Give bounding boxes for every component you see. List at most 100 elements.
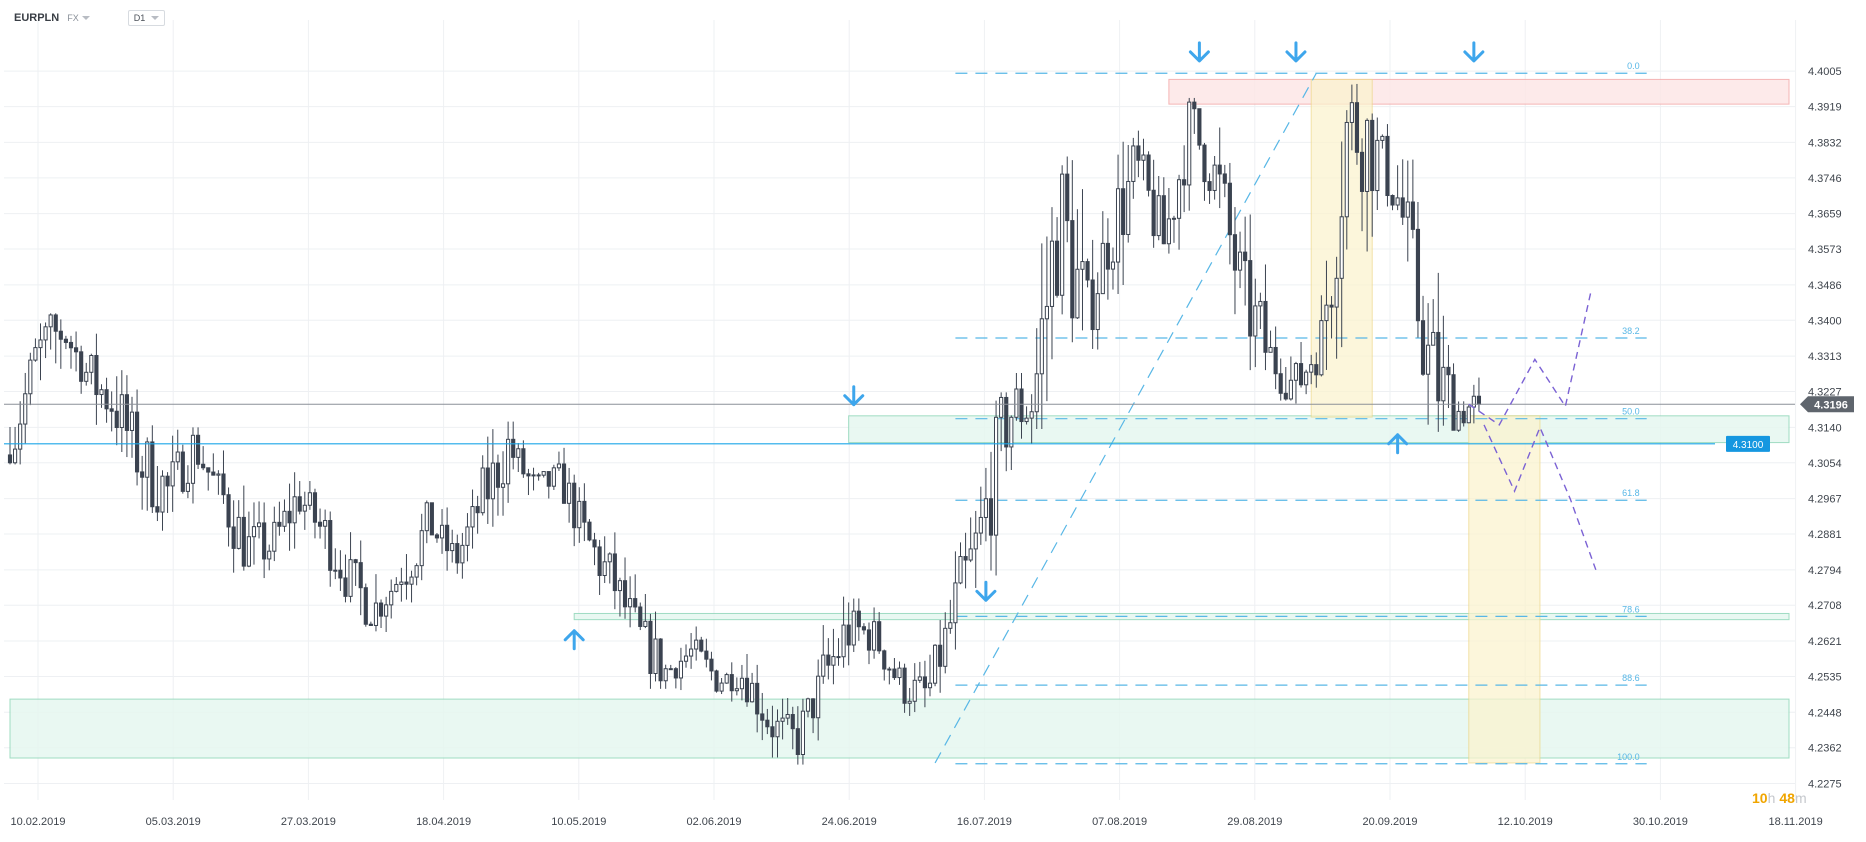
candle-body: [714, 670, 719, 692]
candle-body: [140, 471, 145, 478]
candle-body: [79, 351, 84, 382]
candle-body: [866, 629, 872, 651]
candle-body: [1395, 197, 1400, 206]
candle-body: [500, 483, 506, 488]
time-tick-label: 16.07.2019: [957, 816, 1012, 828]
fibonacci-levels: 0.0 38.2 50.0 61.8 78.6 88.6 100.0: [955, 61, 1647, 765]
candle-body: [724, 674, 729, 684]
candle-body: [1115, 188, 1121, 263]
arrow-up-stroke: [563, 629, 585, 651]
candle-body: [409, 576, 414, 585]
price-axis: 4.2275 4.2362 4.2448 4.2535 4.2621 4.2708 4.27…: [1800, 66, 1854, 791]
candle-body: [1456, 410, 1461, 431]
candle-body: [790, 714, 795, 730]
candle-body: [419, 530, 424, 567]
candle-body: [1227, 182, 1232, 236]
current-price-badge: [1800, 396, 1854, 413]
candle-body: [348, 559, 353, 597]
candle-body: [958, 556, 963, 584]
trendline-layer: [934, 72, 1317, 764]
market-label: FX: [67, 13, 79, 23]
candle-body: [953, 582, 958, 624]
candle-body: [1171, 217, 1177, 220]
candle-body: [328, 520, 333, 571]
candle-body: [1121, 188, 1126, 235]
candle-body: [739, 677, 745, 690]
candle-body: [368, 623, 373, 626]
candle-body: [358, 562, 363, 589]
candle-body: [1268, 346, 1273, 353]
candle-body: [1004, 396, 1009, 448]
time-axis: 10.02.2019 05.03.2019 27.03.2019 18.04.2019…: [10, 816, 1822, 828]
price-tick-label: 4.3227: [1808, 387, 1842, 399]
candle-body: [68, 341, 74, 349]
candle-body: [7, 454, 13, 464]
candle-body: [262, 522, 267, 560]
price-tick-label: 4.2535: [1808, 671, 1842, 683]
candle-body: [699, 639, 704, 652]
candle-body: [1375, 139, 1380, 192]
candle-body: [592, 539, 597, 548]
price-level-lines: 4.3100: [4, 403, 1795, 452]
candle-body: [317, 521, 323, 527]
candle-body: [1049, 240, 1055, 307]
candle-body: [948, 622, 953, 629]
market-selector[interactable]: FX: [67, 13, 90, 23]
candle-body: [1405, 201, 1410, 218]
candle-body: [1176, 179, 1182, 219]
candle-body: [887, 668, 892, 671]
candle-body: [907, 700, 912, 704]
candle-body: [1156, 195, 1161, 237]
price-tick-label: 4.3573: [1808, 244, 1842, 256]
candle-body: [1329, 304, 1334, 308]
price-tick-label: 4.3400: [1808, 315, 1842, 327]
candle-body: [973, 532, 978, 550]
candle-body: [1095, 293, 1100, 331]
candle-body: [495, 462, 501, 488]
candle-body: [856, 610, 861, 628]
timeframe-selector[interactable]: D1: [127, 10, 166, 26]
fibonacci-label: 78.6: [1622, 604, 1640, 614]
candle-body: [1248, 260, 1253, 337]
arrow-down-icon: [843, 385, 865, 407]
candle-body: [602, 561, 607, 577]
candle-body: [912, 679, 917, 702]
timeframe-label: D1: [133, 13, 146, 23]
candle-body: [302, 504, 307, 512]
candle-body: [521, 448, 526, 475]
price-tick-label: 4.2708: [1808, 600, 1842, 612]
candle-body: [567, 482, 572, 504]
candle-body: [404, 581, 409, 585]
fibonacci-label: 50.0: [1622, 407, 1640, 417]
time-tick-label: 07.08.2019: [1092, 816, 1147, 828]
candle-body: [1222, 173, 1227, 184]
candle-body: [1065, 173, 1070, 222]
candle-body: [1212, 164, 1217, 191]
candle-body: [246, 536, 251, 567]
candle-body: [1370, 119, 1375, 192]
candle-body: [23, 393, 28, 425]
candle-body: [1014, 388, 1019, 418]
candle-body: [877, 621, 882, 652]
candle-body: [531, 474, 536, 477]
price-tick-label: 4.3746: [1808, 173, 1842, 185]
candle-body: [1471, 395, 1476, 408]
countdown-timer: 10h 48m: [1752, 790, 1807, 806]
candle-body: [378, 602, 384, 617]
symbol-label[interactable]: EURPLN: [14, 12, 60, 24]
candle-body: [175, 451, 180, 463]
price-tick-label: 4.3140: [1808, 422, 1842, 434]
candle-body: [48, 314, 53, 328]
candle-body: [785, 714, 790, 719]
arrow-up-icon: [1387, 433, 1409, 455]
fibonacci-label: 100.0: [1617, 752, 1640, 762]
candle-body: [221, 473, 226, 496]
candle-body: [1298, 363, 1304, 386]
fibonacci-label: 88.6: [1622, 673, 1640, 683]
price-tick-label: 4.2794: [1808, 565, 1842, 577]
candle-body: [43, 326, 48, 341]
candle-body: [465, 526, 470, 546]
candle-body: [1075, 268, 1080, 319]
candle-body: [236, 516, 241, 549]
